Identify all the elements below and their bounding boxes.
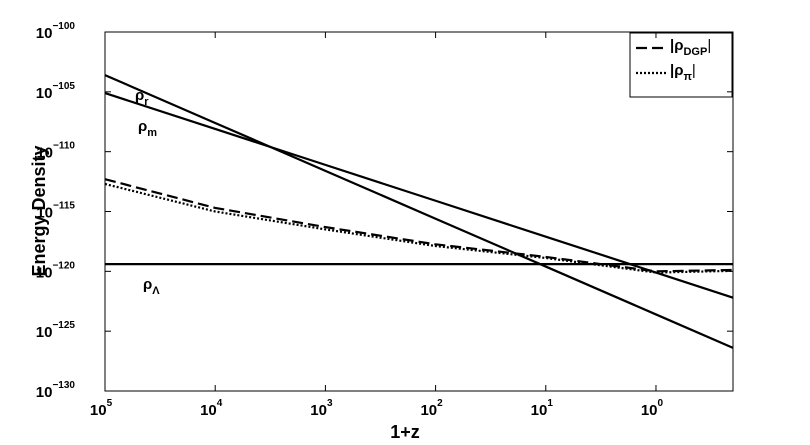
x-tick-label-exponent: 5	[107, 398, 113, 409]
y-tick-exponent: −125	[52, 320, 75, 331]
y-tick-exponent: −105	[52, 81, 75, 92]
legend-label-base: |ρ	[670, 37, 683, 54]
y-tick-label: 10−125	[36, 320, 76, 341]
x-tick-label-base: 10	[531, 402, 548, 419]
x-axis-label: 1+z	[390, 422, 420, 442]
x-tick-label: 102	[420, 398, 443, 419]
y-tick-label-base: 10	[36, 25, 53, 42]
legend-label: |ρπ|	[670, 62, 696, 83]
x-tick-label-base: 10	[641, 402, 658, 419]
legend-label-subscript: π	[683, 71, 692, 83]
series-label: ρm	[138, 118, 157, 139]
series-label-subscript: m	[147, 127, 157, 139]
series-label-base: ρ	[135, 87, 144, 104]
y-tick-label-base: 10	[36, 205, 53, 222]
y-tick-label: 10−110	[36, 141, 75, 162]
series-label: ρΛ	[143, 276, 160, 297]
series-line	[104, 178, 734, 273]
y-tick-label-base: 10	[36, 324, 53, 341]
x-tick-label: 104	[200, 398, 223, 419]
series-line	[104, 182, 734, 274]
y-tick-label-base: 10	[36, 264, 53, 281]
series-label-subscript: r	[144, 96, 149, 108]
y-tick-label: 10−100	[36, 21, 76, 42]
x-tick-label-base: 10	[90, 402, 107, 419]
y-tick-label-base: 10	[36, 384, 53, 401]
y-tick-label: 10−105	[36, 81, 76, 102]
series-line	[104, 92, 734, 299]
y-tick-label: 10−115	[36, 201, 75, 222]
x-tick-label-exponent: 3	[327, 398, 333, 409]
series-label-base: ρ	[138, 118, 147, 135]
legend-label-suffix: |	[707, 37, 711, 54]
x-tick-label: 101	[531, 398, 554, 419]
y-tick-label-base: 10	[36, 145, 53, 162]
x-tick-label: 105	[90, 398, 113, 419]
x-tick-label-exponent: 4	[217, 398, 223, 409]
y-tick-exponent: −115	[53, 201, 75, 212]
legend-label-subscript: DGP	[683, 46, 707, 58]
y-axis-label: Energy Density	[29, 145, 49, 276]
y-tick-exponent: −120	[52, 260, 75, 271]
series-label-base: ρ	[143, 276, 152, 293]
x-tick-label: 103	[310, 398, 333, 419]
y-tick-exponent: −130	[52, 380, 75, 391]
legend-label-base: |ρ	[670, 62, 683, 79]
series-label-subscript: Λ	[152, 285, 160, 297]
x-tick-label-base: 10	[420, 402, 437, 419]
x-tick-label-exponent: 0	[658, 398, 664, 409]
series-label: ρr	[135, 87, 149, 108]
y-tick-label-base: 10	[36, 85, 53, 102]
x-tick-label-base: 10	[310, 402, 327, 419]
y-tick-exponent: −110	[53, 141, 75, 152]
series-line	[104, 74, 734, 349]
y-tick-label: 10−130	[36, 380, 76, 401]
x-tick-label: 100	[641, 398, 664, 419]
x-tick-label-exponent: 1	[547, 398, 553, 409]
x-tick-label-exponent: 2	[437, 398, 443, 409]
legend-box	[629, 32, 733, 98]
x-tick-label-base: 10	[200, 402, 217, 419]
y-tick-exponent: −100	[52, 21, 75, 32]
y-tick-label: 10−120	[36, 260, 76, 281]
legend-label-suffix: |	[692, 62, 696, 79]
legend-label: |ρDGP|	[670, 37, 711, 58]
